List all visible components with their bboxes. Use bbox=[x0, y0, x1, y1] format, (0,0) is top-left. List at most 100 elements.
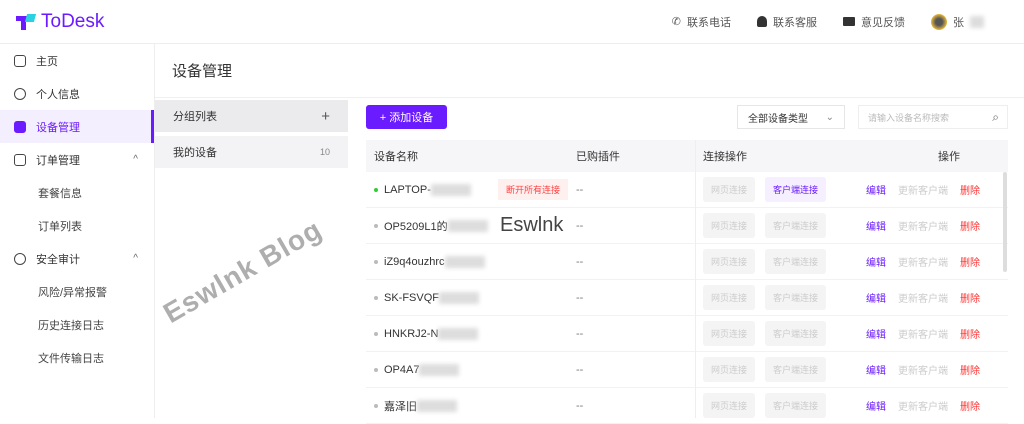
status-dot bbox=[374, 223, 378, 228]
sidebar-item[interactable]: 风险/异常报警 bbox=[0, 275, 154, 308]
feedback-link[interactable]: 意见反馈 bbox=[843, 14, 905, 30]
update-client-button[interactable]: 更新客户端 bbox=[898, 294, 948, 305]
search-icon[interactable]: ⌕ bbox=[992, 109, 999, 124]
group-list: 分组列表 + 我的设备 10 bbox=[155, 100, 348, 172]
label: 联系电话 bbox=[687, 16, 731, 29]
sidebar-item[interactable]: 主页 bbox=[0, 44, 154, 77]
delete-button[interactable]: 删除 bbox=[960, 366, 980, 377]
device-name: iZ9q4ouzhrc bbox=[384, 255, 445, 268]
client-connect-button[interactable]: 客户端连接 bbox=[765, 285, 827, 310]
plugins: -- bbox=[576, 219, 584, 232]
update-client-button[interactable]: 更新客户端 bbox=[898, 258, 948, 269]
device-search-input[interactable]: 请输入设备名称搜索 ⌕ bbox=[858, 105, 1008, 129]
sidebar-item[interactable]: 设备管理 bbox=[0, 110, 154, 143]
col-device-name: 设备名称 bbox=[374, 151, 418, 163]
select-value: 全部设备类型 bbox=[748, 113, 808, 125]
delete-button[interactable]: 删除 bbox=[960, 294, 980, 305]
sidebar-item-label: 个人信息 bbox=[36, 88, 80, 101]
table-row: OP4A7 -- 网页连接 客户端连接 编辑 更新客户端 删除 bbox=[366, 352, 1008, 388]
update-client-button[interactable]: 更新客户端 bbox=[898, 402, 948, 413]
shield-icon bbox=[14, 252, 26, 265]
table-row: LAPTOP- 断开所有连接 -- 网页连接 客户端连接 编辑 更新客户端 删除 bbox=[366, 172, 1008, 208]
sidebar-item[interactable]: 套餐信息 bbox=[0, 176, 154, 209]
delete-button[interactable]: 删除 bbox=[960, 258, 980, 269]
edit-button[interactable]: 编辑 bbox=[866, 330, 886, 341]
home-icon bbox=[14, 54, 26, 67]
support-icon bbox=[757, 16, 767, 27]
client-connect-button[interactable]: 客户端连接 bbox=[765, 177, 827, 202]
device-name: HNKRJ2-N bbox=[384, 327, 439, 340]
add-group-button[interactable]: + bbox=[321, 107, 330, 125]
status-dot bbox=[374, 295, 378, 300]
sidebar-item[interactable]: 安全审计 ^ bbox=[0, 242, 154, 275]
sidebar-item[interactable]: 个人信息 bbox=[0, 77, 154, 110]
web-connect-button[interactable]: 网页连接 bbox=[703, 357, 756, 382]
status-dot bbox=[374, 403, 378, 408]
plugins: -- bbox=[576, 183, 584, 196]
disconnect-all-button[interactable]: 断开所有连接 bbox=[497, 179, 568, 200]
group-count: 10 bbox=[319, 147, 330, 157]
logo[interactable]: ToDesk bbox=[16, 11, 104, 33]
sidebar-item-label: 订单管理 bbox=[36, 154, 80, 167]
client-connect-button[interactable]: 客户端连接 bbox=[765, 357, 827, 382]
edit-button[interactable]: 编辑 bbox=[866, 186, 886, 197]
delete-button[interactable]: 删除 bbox=[960, 186, 980, 197]
web-connect-button[interactable]: 网页连接 bbox=[703, 321, 756, 346]
page-title: 设备管理 bbox=[172, 63, 233, 80]
edit-button[interactable]: 编辑 bbox=[866, 366, 886, 377]
edit-button[interactable]: 编辑 bbox=[866, 258, 886, 269]
phone-icon: ✆ bbox=[671, 16, 681, 28]
add-device-button[interactable]: + 添加设备 bbox=[366, 105, 447, 129]
web-connect-button[interactable]: 网页连接 bbox=[703, 393, 756, 418]
sidebar-item[interactable]: 订单管理 ^ bbox=[0, 143, 154, 176]
col-actions: 操作 bbox=[938, 151, 960, 163]
sidebar-item[interactable]: 订单列表 bbox=[0, 209, 154, 242]
contact-support-link[interactable]: 联系客服 bbox=[757, 14, 817, 30]
table-scrollbar[interactable] bbox=[1003, 172, 1007, 272]
update-client-button[interactable]: 更新客户端 bbox=[898, 222, 948, 233]
edit-button[interactable]: 编辑 bbox=[866, 222, 886, 233]
top-header: ToDesk ✆ 联系电话 联系客服 意见反馈 张 bbox=[0, 0, 1024, 44]
web-connect-button[interactable]: 网页连接 bbox=[703, 285, 756, 310]
table-row: OP5209L1的 -- 网页连接 客户端连接 编辑 更新客户端 删除 bbox=[366, 208, 1008, 244]
order-icon bbox=[14, 153, 26, 166]
edit-button[interactable]: 编辑 bbox=[866, 402, 886, 413]
sidebar-item-label: 套餐信息 bbox=[38, 187, 82, 200]
delete-button[interactable]: 删除 bbox=[960, 222, 980, 233]
delete-button[interactable]: 删除 bbox=[960, 402, 980, 413]
web-connect-button[interactable]: 网页连接 bbox=[703, 177, 756, 202]
plugins: -- bbox=[576, 363, 584, 376]
client-connect-button[interactable]: 客户端连接 bbox=[765, 249, 827, 274]
device-type-select[interactable]: 全部设备类型 ⌄ bbox=[737, 105, 845, 129]
client-connect-button[interactable]: 客户端连接 bbox=[765, 213, 827, 238]
update-client-button[interactable]: 更新客户端 bbox=[898, 186, 948, 197]
sidebar-item-label: 历史连接日志 bbox=[38, 319, 104, 332]
device-name: 嘉泽旧 bbox=[384, 400, 417, 413]
contact-phone-link[interactable]: ✆ 联系电话 bbox=[672, 14, 731, 30]
delete-button[interactable]: 删除 bbox=[960, 330, 980, 341]
status-dot bbox=[374, 367, 378, 372]
web-connect-button[interactable]: 网页连接 bbox=[703, 249, 756, 274]
sidebar-item[interactable]: 文件传输日志 bbox=[0, 341, 154, 374]
sidebar-item-label: 文件传输日志 bbox=[38, 352, 104, 365]
sidebar-item[interactable]: 历史连接日志 bbox=[0, 308, 154, 341]
device-icon bbox=[14, 120, 26, 133]
chevron-up-icon[interactable]: ^ bbox=[133, 154, 138, 165]
status-dot bbox=[374, 331, 378, 336]
web-connect-button[interactable]: 网页连接 bbox=[703, 213, 756, 238]
feedback-icon bbox=[843, 17, 855, 26]
group-item-my-devices[interactable]: 我的设备 10 bbox=[155, 136, 348, 168]
status-dot bbox=[374, 187, 378, 192]
edit-button[interactable]: 编辑 bbox=[866, 294, 886, 305]
client-connect-button[interactable]: 客户端连接 bbox=[765, 393, 827, 418]
status-dot bbox=[374, 259, 378, 264]
client-connect-button[interactable]: 客户端连接 bbox=[765, 321, 827, 346]
update-client-button[interactable]: 更新客户端 bbox=[898, 366, 948, 377]
user-menu[interactable]: 张 bbox=[931, 13, 984, 30]
update-client-button[interactable]: 更新客户端 bbox=[898, 330, 948, 341]
chevron-up-icon[interactable]: ^ bbox=[133, 253, 138, 264]
device-name: LAPTOP- bbox=[384, 183, 431, 196]
group-list-header: 分组列表 + bbox=[155, 100, 348, 132]
sidebar-item-label: 风险/异常报警 bbox=[38, 286, 108, 299]
logo-text: ToDesk bbox=[41, 10, 105, 32]
